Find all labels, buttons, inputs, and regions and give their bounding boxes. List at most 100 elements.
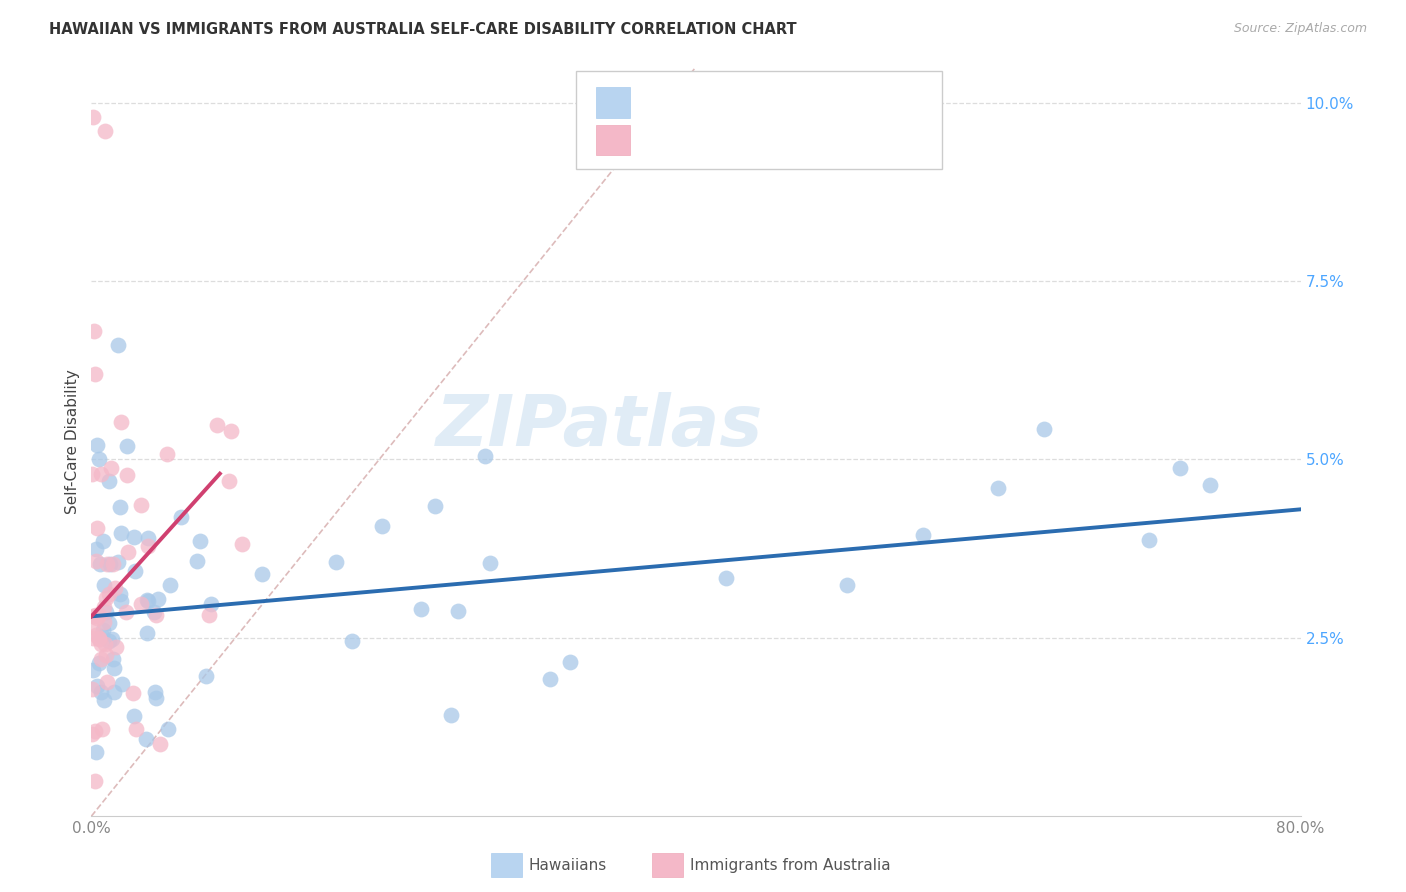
Point: [135, 731, 157, 746]
Point: [558, 655, 581, 669]
Point: [83, 324, 105, 338]
Text: Source: ZipAtlas.com: Source: ZipAtlas.com: [1233, 22, 1367, 36]
Point: [82, 467, 104, 481]
Point: [98, 587, 121, 601]
Point: [103, 557, 125, 571]
Point: [231, 537, 253, 551]
Point: [87, 452, 110, 467]
Point: [84, 745, 107, 759]
Point: [121, 686, 143, 700]
Text: 0.184: 0.184: [672, 95, 723, 110]
Point: [86, 438, 108, 452]
Point: [110, 594, 132, 608]
Point: [142, 606, 165, 620]
Point: [94, 124, 117, 138]
Point: [157, 722, 180, 736]
Point: [111, 677, 134, 691]
Point: [87, 632, 110, 647]
Text: N =: N =: [749, 95, 786, 110]
Point: [340, 633, 363, 648]
Point: [110, 526, 132, 541]
Point: [107, 338, 129, 352]
Point: [84, 773, 107, 788]
Point: [96, 605, 118, 619]
Point: [1139, 533, 1161, 547]
Point: [714, 571, 737, 585]
Point: [136, 592, 159, 607]
Point: [89, 631, 111, 645]
Text: Hawaiians: Hawaiians: [529, 858, 607, 872]
Point: [97, 615, 120, 630]
Point: [124, 564, 146, 578]
Point: [90, 685, 112, 699]
Point: [115, 467, 138, 482]
Point: [97, 633, 120, 648]
Text: 53: 53: [780, 133, 803, 147]
Point: [218, 475, 240, 489]
Text: R =: R =: [640, 95, 675, 110]
Text: R =: R =: [640, 133, 675, 147]
Text: N =: N =: [749, 133, 786, 147]
Text: 70: 70: [780, 95, 803, 110]
Point: [117, 545, 139, 559]
Point: [124, 530, 146, 544]
Point: [82, 608, 104, 623]
Point: [100, 461, 122, 475]
Point: [325, 556, 347, 570]
Point: [136, 539, 159, 553]
Point: [159, 578, 181, 592]
Point: [83, 367, 105, 381]
Y-axis label: Self-Care Disability: Self-Care Disability: [65, 369, 80, 514]
Point: [145, 608, 167, 623]
Point: [89, 656, 111, 670]
Point: [143, 685, 166, 699]
Point: [107, 555, 129, 569]
Point: [200, 597, 222, 611]
Point: [136, 594, 159, 608]
Point: [250, 566, 273, 581]
Point: [101, 651, 124, 665]
Point: [93, 693, 115, 707]
Point: [136, 531, 159, 545]
Point: [105, 640, 128, 655]
Point: [115, 605, 138, 619]
Point: [198, 607, 221, 622]
Point: [82, 631, 104, 645]
Point: [1198, 478, 1220, 492]
Point: [124, 723, 146, 737]
Point: [86, 521, 108, 535]
Point: [84, 542, 107, 557]
Text: HAWAIIAN VS IMMIGRANTS FROM AUSTRALIA SELF-CARE DISABILITY CORRELATION CHART: HAWAIIAN VS IMMIGRANTS FROM AUSTRALIA SE…: [49, 22, 797, 37]
Point: [90, 652, 112, 666]
Point: [219, 424, 242, 438]
Point: [101, 632, 124, 646]
Point: [136, 626, 159, 640]
Point: [835, 578, 858, 592]
Point: [423, 499, 446, 513]
Point: [91, 722, 114, 736]
Point: [89, 607, 111, 622]
Text: ZIPatlas: ZIPatlas: [436, 392, 763, 461]
Point: [129, 597, 152, 611]
Point: [86, 679, 108, 693]
Point: [911, 528, 934, 542]
Point: [188, 533, 211, 548]
Point: [146, 591, 169, 606]
Point: [89, 557, 111, 571]
Point: [96, 591, 118, 606]
Text: Immigrants from Australia: Immigrants from Australia: [690, 858, 891, 872]
Point: [93, 600, 115, 615]
Point: [86, 611, 108, 625]
Point: [98, 474, 121, 488]
Point: [129, 498, 152, 512]
Point: [98, 557, 121, 571]
Point: [84, 628, 107, 642]
Point: [90, 467, 112, 481]
Point: [91, 624, 114, 638]
Point: [479, 556, 502, 570]
Point: [409, 601, 432, 615]
Point: [84, 554, 107, 568]
Text: 0.186: 0.186: [672, 133, 723, 147]
Point: [149, 737, 172, 751]
Point: [987, 481, 1010, 495]
